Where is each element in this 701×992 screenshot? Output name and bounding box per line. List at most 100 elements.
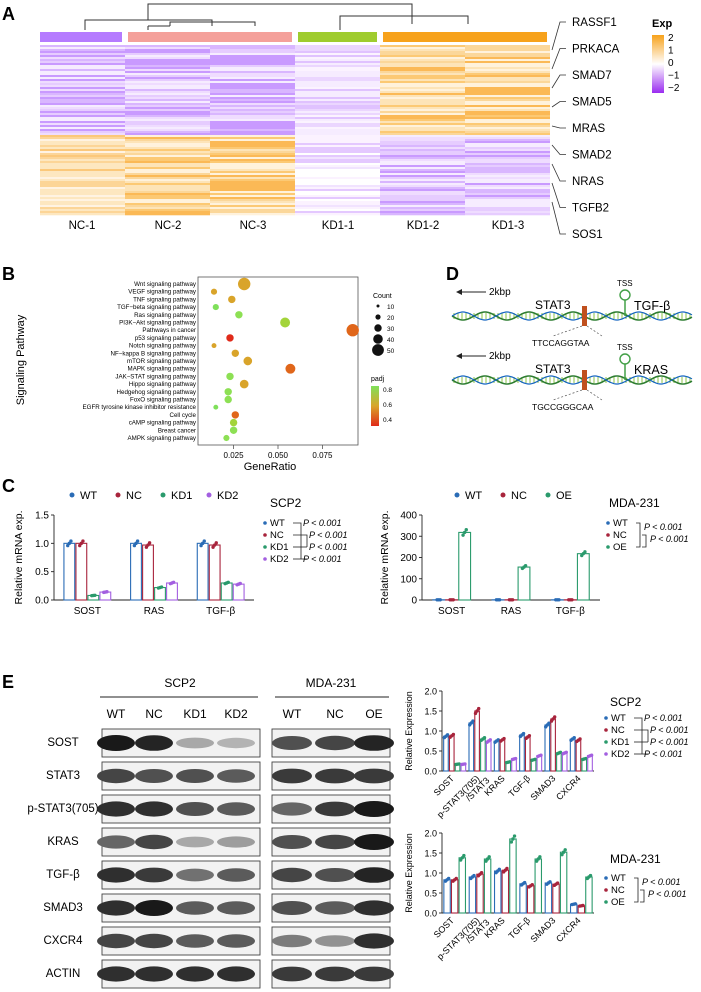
heatmap-cell [295,171,380,174]
y-tick-label: 0.0 [35,596,49,607]
heatmap-cell [380,183,465,186]
protein-band [217,901,255,915]
legend-label: WT [270,518,285,529]
bar [458,857,467,914]
heatmap-cell [295,165,380,168]
p-value: P < 0.001 [650,534,688,544]
y-tick-label: 0.5 [424,747,437,757]
significance-bracket [634,717,643,754]
heatmap-cell [125,135,210,138]
count-legend-dot [373,334,383,344]
heatmap-cell [380,177,465,180]
heatmap-cell [40,59,125,62]
pathway-dot [231,349,239,357]
heatmap-cell [125,67,210,70]
blot-group-label: SCP2 [164,676,196,690]
gene-connector [551,74,566,89]
y-tick-label: 1.5 [424,707,437,717]
heatmap-cell [40,69,125,72]
heatmap-cell [210,143,295,146]
heatmap-cell [210,95,295,98]
gene-connector [551,21,566,51]
significance-bracket [634,877,639,903]
heatmap-cell [40,83,125,86]
heatmap-cell [465,105,550,108]
heatmap-cell [125,47,210,50]
heatmap-cell [465,97,550,100]
data-point [578,737,582,741]
protein-band [272,934,312,948]
heatmap-cell [210,71,295,74]
gene-connector [551,101,566,108]
bar [493,870,502,914]
pathway-label: NF−kappa B signaling pathway [111,350,197,357]
bar [575,739,582,772]
heatmap-cell [380,65,465,68]
protein-band [97,966,135,982]
heatmap-cell [210,209,295,212]
data-point [547,721,551,725]
pathway-label: mTOR signaling pathway [127,358,197,365]
gene-label: MRAS [572,123,606,135]
heatmap-cell [210,59,295,62]
heatmap-cell [40,77,125,80]
protein-label: SOST [47,737,78,749]
count-legend-dot [374,324,382,332]
heatmap-cell [40,153,125,156]
heatmap-cell [380,133,465,136]
heatmap-cell [125,77,210,80]
heatmap-cell [295,85,380,88]
heatmap-cell [380,165,465,168]
lane-label: WT [283,707,302,721]
heatmap-cell [380,111,465,114]
data-point [511,837,515,841]
heatmap-cell [125,93,210,96]
heatmap-cell [380,207,465,210]
heatmap-cell [40,163,125,166]
heatmap-cell [465,191,550,194]
heatmap-cell [125,161,210,164]
heatmap-cell [380,153,465,156]
heatmap-cell [380,171,465,174]
heatmap-cell [465,151,550,154]
pathway-dot [229,418,238,427]
protein-band [217,802,255,816]
heatmap-cell [380,117,465,120]
y-tick-label: 0.5 [424,889,437,899]
bar [576,553,590,601]
heatmap-cell [380,197,465,200]
protein-band [315,768,355,784]
heatmap-cell [465,85,550,88]
protein-label: STAT3 [46,770,80,782]
heatmap-cell [295,75,380,78]
heatmap-cell [465,209,550,212]
heatmap-cell [380,93,465,96]
heatmap-cell [125,177,210,180]
heatmap-cell [295,199,380,202]
heatmap-cell [40,121,125,124]
legend-label: KD2 [611,749,629,760]
heatmap-cell [210,51,295,54]
heatmap-cell [295,47,380,50]
protein-band [272,802,312,816]
heatmap-cell [125,169,210,172]
heatmap-cell [40,169,125,172]
data-point [510,598,515,602]
protein-band [354,768,394,784]
heatmap-cell [380,179,465,182]
protein-band [97,768,135,784]
heatmap-cell [380,169,465,172]
heatmap-cell [40,71,125,74]
heatmap-cell [295,173,380,176]
heatmap-cell [380,195,465,198]
protein-band [217,836,255,848]
y-tick-label: 100 [400,574,417,585]
heatmap-cell [125,189,210,192]
heatmap-panel: NC-1 NC-2 NC-3 KD1-1 KD1-2 KD1-3 RASSF1 PRKACA… [40,3,680,241]
heatmap-cell [40,109,125,112]
pathway-dot [346,324,359,337]
bar [208,544,221,601]
gene-connector [551,182,566,208]
